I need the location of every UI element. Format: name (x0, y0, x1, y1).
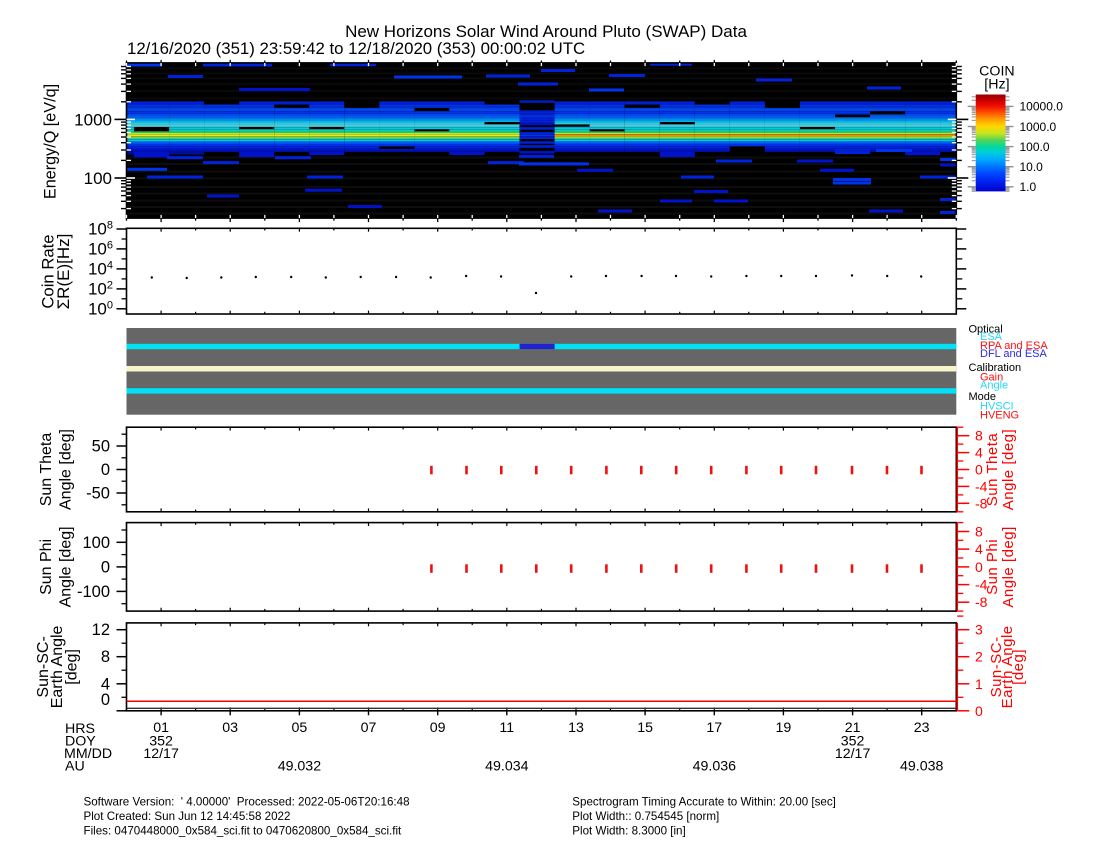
svg-text:12/16/2020 (351) 23:59:42 to 1: 12/16/2020 (351) 23:59:42 to 12/18/2020 … (127, 39, 585, 58)
svg-text:Calibration: Calibration (969, 362, 1022, 374)
svg-text:Mode: Mode (969, 391, 997, 403)
svg-text:Sun Phi: Sun Phi (984, 539, 1001, 595)
svg-text:Plot Width:: 0.754545 [norm]: Plot Width:: 0.754545 [norm] (572, 810, 719, 823)
svg-text:Files: 0470448000_0x584_sci.fi: Files: 0470448000_0x584_sci.fit to 04706… (84, 825, 403, 838)
svg-text:352: 352 (149, 734, 173, 750)
svg-text:0: 0 (101, 558, 110, 576)
svg-text:Sun-SC-: Sun-SC- (35, 636, 52, 697)
svg-text:[deg]: [deg] (1010, 649, 1027, 685)
svg-text:0: 0 (975, 462, 983, 478)
svg-text:19: 19 (776, 720, 792, 736)
svg-text:10000.0: 10000.0 (1020, 100, 1064, 114)
svg-text:10.0: 10.0 (1020, 160, 1044, 174)
svg-text:ΣR(E)[Hz]: ΣR(E)[Hz] (54, 234, 73, 310)
svg-text:8: 8 (975, 524, 983, 540)
svg-text:50: 50 (92, 438, 110, 456)
svg-text:New Horizons Solar Wind Around: New Horizons Solar Wind Around Pluto (SW… (345, 22, 747, 41)
svg-text:Angle [deg]: Angle [deg] (1000, 526, 1017, 607)
svg-text:Sun Theta: Sun Theta (984, 433, 1001, 507)
svg-text:49.034: 49.034 (485, 759, 529, 775)
svg-text:Angle: Angle (980, 380, 1008, 392)
svg-text:1000: 1000 (74, 110, 112, 129)
svg-text:-8: -8 (975, 495, 988, 511)
svg-text:Gain: Gain (980, 371, 1003, 383)
svg-text:100: 100 (82, 534, 110, 552)
svg-text:AU: AU (65, 759, 85, 775)
svg-text:3: 3 (975, 622, 983, 638)
svg-text:8: 8 (975, 428, 983, 444)
svg-text:01: 01 (153, 720, 169, 736)
svg-text:49.032: 49.032 (278, 759, 322, 775)
svg-text:Plot Created: Sun Jun 12 14:45: Plot Created: Sun Jun 12 14:45:58 2022 (84, 810, 291, 823)
svg-text:49.036: 49.036 (693, 759, 737, 775)
svg-text:0: 0 (101, 691, 110, 709)
svg-text:106: 106 (88, 239, 113, 258)
svg-text:-4: -4 (975, 478, 988, 494)
svg-text:1000.0: 1000.0 (1020, 120, 1057, 134)
svg-text:1: 1 (975, 676, 983, 692)
svg-text:15: 15 (637, 720, 653, 736)
svg-text:49.038: 49.038 (900, 759, 944, 775)
svg-text:[deg]: [deg] (63, 649, 80, 685)
svg-text:1.0: 1.0 (1020, 180, 1037, 194)
svg-text:4: 4 (975, 541, 983, 557)
svg-text:12: 12 (92, 621, 110, 639)
svg-text:108: 108 (88, 220, 113, 239)
svg-text:Angle [deg]: Angle [deg] (58, 526, 75, 607)
svg-text:MM/DD: MM/DD (64, 746, 112, 762)
svg-text:Coin Rate: Coin Rate (39, 234, 58, 308)
svg-text:100: 100 (88, 299, 113, 318)
svg-text:0: 0 (975, 703, 983, 719)
svg-text:03: 03 (222, 720, 238, 736)
svg-text:11: 11 (499, 720, 514, 736)
svg-text:DOY: DOY (65, 734, 96, 750)
svg-text:17: 17 (706, 720, 722, 736)
svg-text:0: 0 (101, 461, 110, 479)
svg-text:12/17: 12/17 (143, 746, 179, 762)
svg-text:4: 4 (101, 675, 110, 693)
svg-text:ESA: ESA (980, 331, 1003, 343)
svg-text:21: 21 (845, 720, 861, 736)
svg-text:12/17: 12/17 (835, 746, 871, 762)
svg-text:-100: -100 (77, 583, 110, 601)
svg-text:13: 13 (568, 720, 584, 736)
svg-text:100.0: 100.0 (1020, 140, 1050, 154)
svg-text:RPA and ESA: RPA and ESA (980, 340, 1048, 352)
svg-text:4: 4 (975, 445, 983, 461)
svg-text:DFL and ESA: DFL and ESA (980, 348, 1048, 360)
svg-text:Optical: Optical (969, 323, 1003, 335)
svg-text:Angle [deg]: Angle [deg] (1000, 429, 1017, 510)
svg-text:HVENG: HVENG (980, 409, 1019, 421)
svg-text:Angle [deg]: Angle [deg] (58, 429, 75, 510)
svg-text:Sun Theta: Sun Theta (38, 433, 55, 507)
svg-text:0: 0 (975, 559, 983, 575)
svg-text:05: 05 (292, 720, 308, 736)
svg-text:Sun-SC-: Sun-SC- (988, 636, 1005, 697)
svg-text:Earth Angle: Earth Angle (999, 625, 1016, 708)
svg-text:[Hz]: [Hz] (984, 77, 1009, 93)
svg-text:102: 102 (88, 279, 113, 298)
svg-text:09: 09 (430, 720, 446, 736)
svg-text:HVSCI: HVSCI (980, 401, 1014, 413)
svg-text:Sun Phi: Sun Phi (38, 539, 55, 595)
svg-text:COIN: COIN (979, 64, 1014, 80)
svg-text:2: 2 (975, 649, 983, 665)
svg-text:-8: -8 (975, 594, 988, 610)
svg-text:Energy/Q [eV/q]: Energy/Q [eV/q] (41, 84, 59, 199)
svg-text:100: 100 (84, 169, 112, 188)
svg-text:Earth Angle: Earth Angle (49, 625, 66, 708)
svg-text:-4: -4 (975, 577, 988, 593)
svg-text:Spectrogram Timing Accurate to: Spectrogram Timing Accurate to Within: 2… (572, 796, 836, 809)
svg-text:8: 8 (101, 648, 110, 666)
svg-text:HRS: HRS (65, 721, 95, 737)
svg-text:-50: -50 (86, 485, 110, 503)
svg-text:23: 23 (914, 720, 930, 736)
svg-text:Plot Width: 8.3000 [in]: Plot Width: 8.3000 [in] (572, 825, 685, 838)
svg-text:Software Version: ' 4.00000': Software Version: ' 4.00000' Processed: … (84, 796, 410, 809)
svg-text:352: 352 (841, 734, 865, 750)
svg-text:104: 104 (88, 259, 113, 278)
svg-text:07: 07 (361, 720, 377, 736)
